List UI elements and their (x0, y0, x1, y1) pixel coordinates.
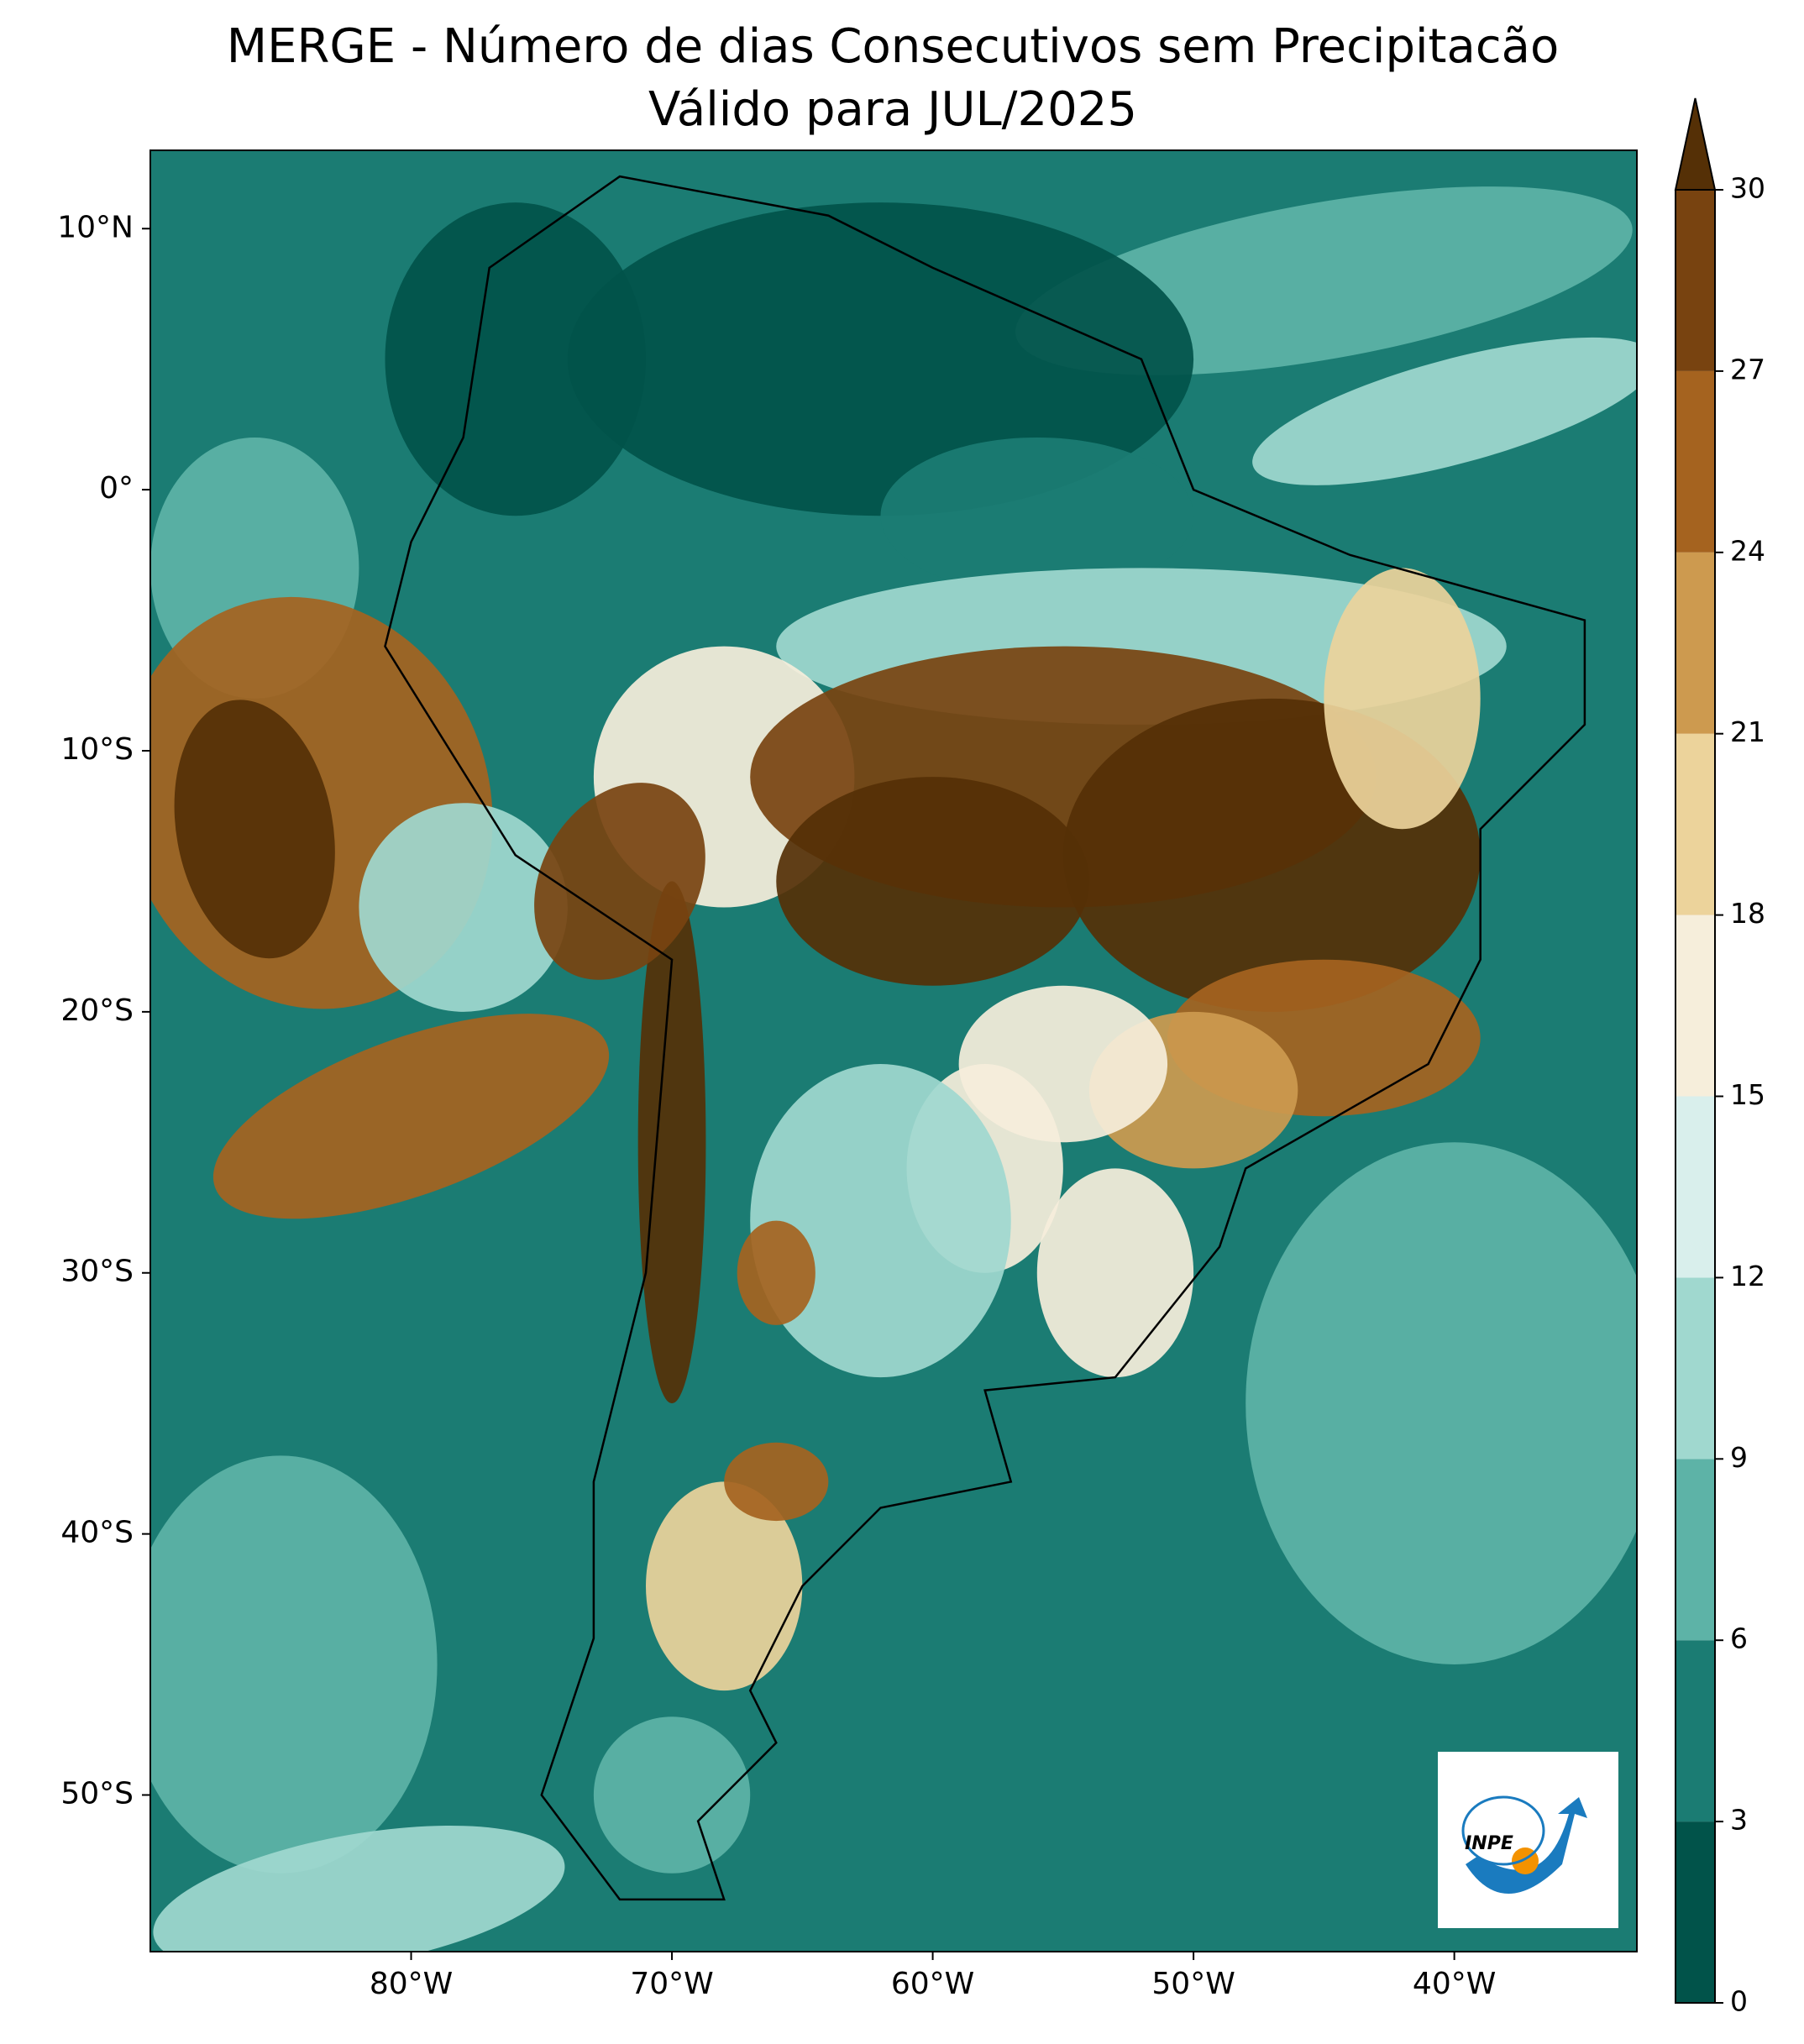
colorbar-bin (1676, 1640, 1715, 1822)
colorbar-tick-label: 9 (1730, 1441, 1748, 1474)
colorbar-bin (1676, 733, 1715, 915)
field-patch (150, 1455, 438, 1874)
y-tick-label: 20°S (60, 993, 134, 1028)
colorbar-tick-label: 12 (1730, 1260, 1765, 1292)
logo-box (1438, 1752, 1618, 1928)
field-patch (646, 1481, 803, 1691)
colorbar-tick-label: 24 (1730, 534, 1765, 567)
colorbar-bin (1676, 190, 1715, 371)
y-tick-label: 10°S (60, 732, 134, 767)
colorbar-bin (1676, 1821, 1715, 2003)
logo: INPE (1438, 1752, 1618, 1928)
field-patch (153, 1825, 565, 1952)
field-patch (776, 777, 1089, 986)
x-tick-label: 70°W (630, 1967, 713, 2001)
colorbar-bin (1676, 370, 1715, 553)
field-patch (593, 1716, 751, 1874)
field-patch (534, 783, 705, 980)
colorbar-tick-label: 21 (1730, 715, 1765, 748)
y-tick-label: 40°S (60, 1516, 134, 1550)
colorbar-bin (1676, 1096, 1715, 1278)
colorbar-tick-label: 6 (1730, 1622, 1748, 1655)
colorbar-tick-label: 18 (1730, 897, 1765, 930)
logo-text: INPE (1465, 1833, 1513, 1854)
colorbar-bin (1676, 915, 1715, 1097)
title: MERGE - Número de dias Consecutivos sem … (227, 19, 1559, 74)
y-tick-label: 50°S (60, 1776, 134, 1811)
x-tick-label: 50°W (1151, 1967, 1235, 2001)
x-tick-label: 80°W (370, 1967, 453, 2001)
colorbar-bin (1676, 1277, 1715, 1460)
colorbar-bin (1676, 1459, 1715, 1641)
colorbar-extend (1674, 97, 1717, 191)
field-patch (1245, 1142, 1637, 1664)
field-patch (1324, 568, 1481, 830)
logo-swoosh (1466, 1797, 1587, 1894)
field-patch (750, 1064, 1011, 1378)
colorbar-tick-label: 15 (1730, 1078, 1765, 1111)
field-patch (724, 1442, 829, 1522)
field-patch (637, 881, 706, 1404)
map (150, 150, 1637, 1952)
colorbar-tick-label: 27 (1730, 353, 1765, 385)
field-patch (174, 700, 335, 959)
x-tick-label: 60°W (891, 1967, 974, 2001)
field-patch (385, 202, 646, 516)
subtitle: Válido para JUL/2025 (648, 82, 1137, 137)
field-patch (1252, 337, 1637, 485)
field-patch (880, 437, 1194, 595)
logo-orbit (1461, 1795, 1545, 1866)
y-tick-label: 10°N (57, 210, 134, 244)
x-tick-label: 40°W (1413, 1967, 1496, 2001)
map-frame (149, 149, 1638, 1952)
field-patch (737, 1220, 815, 1325)
y-tick-label: 30°S (60, 1255, 134, 1289)
colorbar-tick-label: 3 (1730, 1804, 1748, 1837)
colorbar-bin (1676, 552, 1715, 734)
colorbar-tick-label: 30 (1730, 172, 1765, 205)
coastline (384, 175, 1586, 1901)
field-patch (1036, 1168, 1194, 1378)
colorbar: 0 3 6 9 12 15 18 21 24 27 30 (1674, 97, 1765, 2018)
colorbar-tick-label: 0 (1730, 1985, 1748, 2018)
y-tick-label: 0° (99, 471, 134, 506)
field-patch (212, 1014, 610, 1219)
